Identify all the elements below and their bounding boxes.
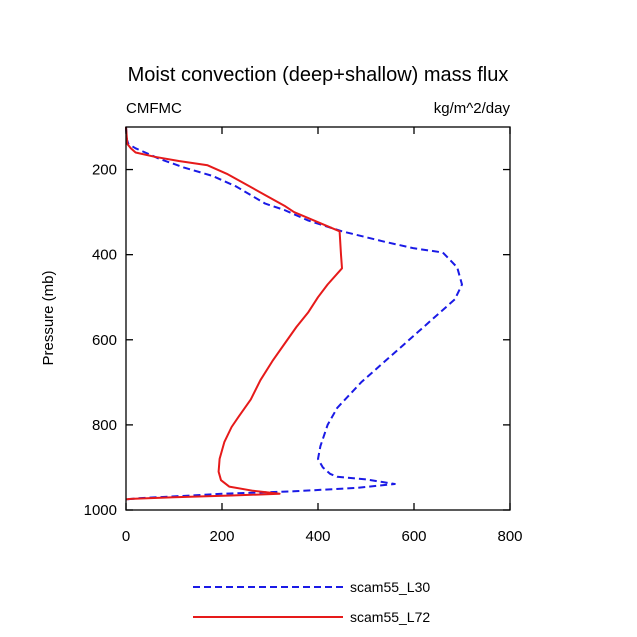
y-axis-label: Pressure (mb) bbox=[40, 270, 57, 365]
left-subtitle: CMFMC bbox=[126, 100, 182, 117]
right-subtitle: kg/m^2/day bbox=[434, 100, 511, 117]
x-tick-label: 600 bbox=[401, 528, 426, 545]
y-tick-label: 400 bbox=[92, 247, 117, 264]
legend-label: scam55_L72 bbox=[350, 609, 430, 625]
x-tick-label: 800 bbox=[497, 528, 522, 545]
plot-frame bbox=[125, 126, 511, 511]
y-tick-label: 800 bbox=[92, 417, 117, 434]
series-layer bbox=[125, 126, 463, 501]
series-line-scam55_L30 bbox=[125, 126, 463, 501]
legend-label: scam55_L30 bbox=[350, 579, 430, 595]
x-tick-label: 0 bbox=[122, 528, 130, 545]
x-tick-label: 400 bbox=[305, 528, 330, 545]
y-tick-label: 1000 bbox=[84, 502, 117, 519]
y-tick-label: 600 bbox=[92, 332, 117, 349]
chart-title: Moist convection (deep+shallow) mass flu… bbox=[128, 64, 509, 86]
axes-layer: 0 200 400 600 800 200 400 600 800 1000 bbox=[84, 127, 523, 545]
series-line-scam55_L72 bbox=[125, 126, 343, 501]
x-tick-label: 200 bbox=[209, 528, 234, 545]
y-tick-label: 200 bbox=[92, 162, 117, 179]
legend: scam55_L30 scam55_L72 bbox=[193, 579, 430, 625]
